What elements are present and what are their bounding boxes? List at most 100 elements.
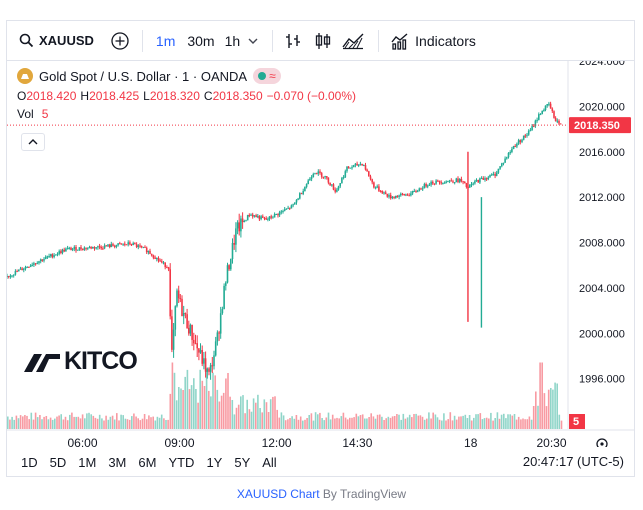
volume-bar (361, 414, 364, 429)
candle-body (144, 246, 146, 248)
timezone-clock[interactable]: 20:47:17 (UTC-5) (522, 454, 624, 469)
candle-body (161, 261, 163, 263)
candle-body (18, 269, 20, 272)
collapse-legend-button[interactable] (21, 133, 45, 151)
indicators-button[interactable]: Indicators (390, 21, 476, 61)
candle-body (31, 264, 33, 266)
candle-body (359, 163, 362, 165)
timeframe-1m[interactable]: 1m (155, 32, 176, 49)
volume-bar (141, 418, 144, 429)
area-style-button[interactable] (340, 28, 366, 54)
range-5y[interactable]: 5Y (234, 454, 251, 470)
candle-body (28, 266, 30, 268)
volume-bar (408, 414, 411, 429)
candle-body (186, 314, 188, 328)
candle-body (516, 143, 518, 147)
volume-bar (47, 419, 50, 429)
volume-bar (366, 418, 368, 429)
candle-body (112, 244, 114, 246)
candle-body (376, 186, 378, 188)
candle-body (420, 188, 422, 190)
candle-body (164, 262, 166, 268)
range-6m[interactable]: 6M (138, 454, 157, 470)
candle-body (33, 263, 35, 265)
volume-bar (490, 412, 492, 429)
volume-bar (218, 401, 221, 429)
toolbar-divider (141, 29, 143, 52)
volume-bar (391, 416, 394, 429)
timeframe-30m[interactable]: 30m (187, 32, 215, 49)
candle-body (19, 268, 22, 270)
candle-body (342, 177, 345, 179)
volume-bar (543, 393, 546, 429)
candle-body (198, 348, 200, 353)
range-1d[interactable]: 1D (21, 454, 38, 470)
compare-button[interactable] (110, 21, 130, 61)
candle-body (315, 173, 318, 175)
candle-body (290, 205, 293, 209)
bar-style-button[interactable] (280, 28, 306, 54)
volume-bar (15, 415, 18, 429)
volume-bar (462, 415, 464, 429)
candle-body (23, 268, 25, 271)
candle-body (425, 184, 427, 187)
volume-bar (308, 415, 310, 429)
volume-bar (250, 411, 253, 429)
volume-bar (77, 416, 80, 429)
symbol-search[interactable]: XAUUSD (7, 21, 94, 61)
candle-body (373, 182, 375, 188)
range-1y[interactable]: 1Y (206, 454, 223, 470)
candle-body (391, 196, 394, 199)
candle-body (46, 256, 49, 258)
attribution-link[interactable]: XAUUSD Chart (236, 487, 320, 501)
candle-body (506, 157, 508, 159)
candle-body (80, 247, 82, 250)
symbol-label: XAUUSD (39, 33, 94, 48)
high-label: H (80, 89, 90, 103)
volume-bar (107, 419, 110, 429)
candle-body (368, 171, 370, 177)
volume-bar (552, 389, 554, 429)
candle-body (184, 313, 187, 315)
volume-bar (453, 415, 456, 429)
volume-bar (556, 383, 558, 429)
candle-body (443, 182, 446, 184)
candle-body (469, 185, 471, 188)
range-3m[interactable]: 3M (108, 454, 127, 470)
volume-bar (79, 418, 82, 429)
range-ytd[interactable]: YTD (168, 454, 195, 470)
volume-bar (364, 418, 366, 429)
candle-body (546, 104, 548, 106)
volume-bar (503, 413, 505, 429)
volume-bar (30, 412, 33, 429)
candle-body (539, 114, 542, 116)
candle-body (235, 228, 237, 245)
volume-bar (180, 388, 182, 429)
timeframe-dropdown[interactable] (248, 21, 258, 61)
candle-body (300, 193, 303, 195)
range-1m[interactable]: 1M (78, 454, 97, 470)
candle-body (453, 182, 456, 184)
volume-bar (124, 418, 127, 429)
timeframe-1h[interactable]: 1h (224, 32, 241, 49)
volume-bar (113, 419, 116, 429)
volume-bar (229, 396, 231, 429)
chevron-down-icon (248, 38, 258, 44)
price-candles (7, 101, 562, 380)
market-status-badge[interactable]: ≈ (253, 68, 281, 84)
candle-body (435, 180, 437, 184)
volume-bar (54, 418, 56, 429)
volume-bar (272, 396, 274, 429)
range-all[interactable]: All (262, 454, 277, 470)
volume-tag (569, 414, 585, 429)
volume-bar (26, 415, 28, 429)
volume-bar (43, 416, 45, 429)
range-5d[interactable]: 5D (49, 454, 67, 470)
candle-body (533, 126, 535, 128)
volume-bar (329, 419, 332, 429)
chart-canvas[interactable]: 2024.000 2020.000 2016.000 2012.000 2008.000… (7, 61, 634, 447)
volume-bar (237, 404, 240, 429)
candle-body (480, 178, 483, 180)
candle-body (447, 181, 449, 183)
candles-button[interactable] (310, 28, 336, 54)
